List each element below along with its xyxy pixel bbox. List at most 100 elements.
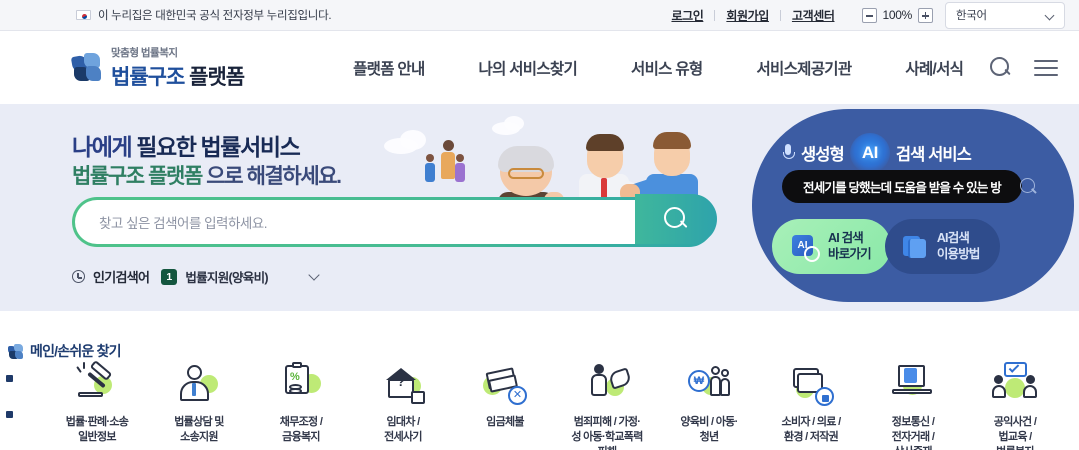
meeting-check-icon xyxy=(992,362,1038,406)
nav-item-platform-guide[interactable]: 플랫폼 안내 xyxy=(353,60,425,78)
zoom-out-button[interactable] xyxy=(861,7,877,23)
hero-title-line1: 나에게 필요한 법률서비스 xyxy=(72,133,341,162)
ai-orb-icon: AI xyxy=(849,133,890,173)
ai-shortcut-line1: AI 검색 xyxy=(828,230,864,245)
cloud-icon xyxy=(504,116,524,131)
logo-title-part2: 플랫폼 xyxy=(189,65,245,89)
ai-search-shortcut-button[interactable]: AI AI 검색 바로가기 xyxy=(772,219,891,274)
top-utility-bar: 이 누리집은 대한민국 공식 전자정부 누리집입니다. 로그인 회원가입 고객센… xyxy=(0,0,1079,31)
korea-flag-icon xyxy=(76,10,91,20)
ai-orb-label: AI xyxy=(861,143,879,162)
category-label: 임대차 / 전세사기 xyxy=(384,416,422,443)
nav-item-service-providers[interactable]: 서비스제공기관 xyxy=(756,60,852,78)
nav-item-my-service[interactable]: 나의 서비스찾기 xyxy=(478,60,578,78)
ai-guide-line1: AI검색 xyxy=(936,230,970,245)
category-item-debt-adjustment[interactable]: % 채무조정 / 금융복지 xyxy=(250,362,352,445)
category-item-lease-fraud[interactable]: ? 임대차 / 전세사기 xyxy=(352,362,454,445)
category-item-consumer-medical[interactable]: 소비자 / 의료 / 환경 / 저작권 xyxy=(760,362,862,445)
ai-guide-line2: 이용방법 xyxy=(936,246,981,261)
family-figure xyxy=(425,140,469,182)
hero-title-line2-a: 법률구조 플랫폼 xyxy=(72,165,203,189)
category-item-public-interest[interactable]: 공익사건 / 법교육 / 법률복지 xyxy=(964,362,1066,450)
category-item-crime-victim[interactable]: 범죄피해 / 가정· 성 아동·학교폭력 피해 xyxy=(556,362,658,450)
ai-icon-label: AI xyxy=(792,235,813,256)
logo-mark-icon xyxy=(70,52,102,83)
ai-action-buttons: AI AI 검색 바로가기 AI검색 이용방법 xyxy=(772,219,1000,274)
section-heading-text: 메인/손쉬운 찾기 xyxy=(30,343,122,359)
category-item-legal-info[interactable]: 법률·판례·소송 일반정보 xyxy=(46,359,148,445)
cloud-icon xyxy=(400,130,426,150)
search-submit-button[interactable] xyxy=(635,194,717,244)
zoom-value: 100% xyxy=(882,8,913,22)
section-heading: 메인/손쉬운 찾기 xyxy=(8,341,122,361)
category-label: 범죄피해 / 가정· 성 아동·학교폭력 피해 xyxy=(571,416,643,450)
category-label: 법률·판례·소송 일반정보 xyxy=(65,416,129,443)
microphone-icon xyxy=(782,143,795,163)
house-question-icon: ? xyxy=(380,362,426,406)
divider xyxy=(779,9,781,21)
consultant-icon xyxy=(176,362,222,406)
ai-usage-guide-label: AI검색 이용방법 xyxy=(936,230,981,262)
category-item-child-support[interactable]: ₩ 양육비 / 아동· 청년 xyxy=(658,362,760,445)
ai-title-part1: 생성형 xyxy=(801,146,845,164)
login-link[interactable]: 로그인 xyxy=(671,8,704,23)
category-item-unpaid-wages[interactable]: ✕ 임금체불 xyxy=(454,362,556,430)
top-utility-links: 로그인 회원가입 고객센터 100% 한국어 xyxy=(660,1,1065,29)
category-label: 양육비 / 아동· 청년 xyxy=(680,416,738,443)
zoom-in-button[interactable] xyxy=(918,7,933,23)
category-label: 정보통신 / 전자거래 / 상사중재 xyxy=(891,416,935,450)
language-selected-value: 한국어 xyxy=(956,10,987,22)
customer-center-link[interactable]: 고객센터 xyxy=(791,8,835,23)
language-select[interactable]: 한국어 xyxy=(945,1,1065,29)
search-icon xyxy=(664,207,688,231)
hero-search-bar: 찾고 싶은 검색어를 입력하세요. xyxy=(72,194,717,247)
ai-query-pill[interactable]: 전세기를 당했는데 도움을 받을 수 있는 방 xyxy=(782,170,1022,203)
category-grid: 법률·판례·소송 일반정보 법률상담 및 소송지원 % 채무조정 / 금융복지 … xyxy=(46,359,1066,450)
search-icon[interactable] xyxy=(1020,178,1037,195)
won-family-icon: ₩ xyxy=(686,362,732,406)
category-label: 임금체불 xyxy=(486,416,524,428)
category-label: 채무조정 / 금융복지 xyxy=(279,416,323,443)
money-x-icon: ✕ xyxy=(482,362,528,406)
search-input[interactable]: 찾고 싶은 검색어를 입력하세요. xyxy=(75,200,711,244)
gavel-icon xyxy=(74,359,120,406)
ai-search-shortcut-label: AI 검색 바로가기 xyxy=(828,230,872,262)
category-label: 공익사건 / 법교육 / 법률복지 xyxy=(993,416,1037,450)
bullet-marker xyxy=(6,411,13,418)
category-label: 소비자 / 의료 / 환경 / 저작권 xyxy=(781,416,842,443)
nav-item-service-type[interactable]: 서비스 유형 xyxy=(631,60,703,78)
document-icon xyxy=(901,233,928,260)
hamburger-menu-icon[interactable] xyxy=(1034,59,1059,76)
category-label: 법률상담 및 소송지원 xyxy=(174,416,224,443)
search-placeholder: 찾고 싶은 검색어를 입력하세요. xyxy=(99,216,267,231)
hero-title: 나에게 필요한 법률서비스 법률구조 플랫폼 으로 해결하세요. xyxy=(72,133,342,191)
signup-link[interactable]: 회원가입 xyxy=(726,8,769,23)
site-header: 맞춤형 법률복지 법률구조 플랫폼 플랫폼 안내 나의 서비스찾기 서비스 유형… xyxy=(0,31,1079,104)
popular-keyword-text[interactable]: 법률지원(양육비) xyxy=(185,271,268,285)
government-notice: 이 누리집은 대한민국 공식 전자정부 누리집입니다. xyxy=(76,7,332,23)
logo-text: 맞춤형 법률복지 법률구조 플랫폼 xyxy=(111,45,245,91)
logo-subtitle: 맞춤형 법률복지 xyxy=(111,46,178,59)
clock-icon xyxy=(72,270,85,283)
ai-usage-guide-button[interactable]: AI검색 이용방법 xyxy=(884,219,1000,274)
hero-title-line1-b: 필요한 법률서비스 xyxy=(136,134,300,160)
side-bullet-markers xyxy=(6,375,13,447)
popular-keywords-label: 인기검색어 xyxy=(93,270,150,285)
hero-title-line2-b: 으로 해결하세요. xyxy=(201,165,342,189)
site-logo[interactable]: 맞춤형 법률복지 법률구조 플랫폼 xyxy=(70,45,245,91)
hero-title-line1-a: 나에게 xyxy=(72,134,137,160)
nav-item-cases-forms[interactable]: 사례/서식 xyxy=(905,60,964,78)
ai-query-text: 전세기를 당했는데 도움을 받을 수 있는 방 xyxy=(803,181,1002,195)
ai-panel-title: 생성형 AI 검색 서비스 xyxy=(782,133,972,173)
category-item-it-ecommerce[interactable]: 정보통신 / 전자거래 / 상사중재 xyxy=(862,362,964,450)
hero-title-line2: 법률구조 플랫폼 으로 해결하세요. xyxy=(72,164,342,191)
logo-title-part1: 법률구조 xyxy=(111,65,185,89)
category-item-legal-consultation[interactable]: 법률상담 및 소송지원 xyxy=(148,362,250,445)
logo-mark-icon xyxy=(8,343,23,359)
search-icon[interactable] xyxy=(990,57,1011,78)
laptop-doc-icon xyxy=(890,362,936,406)
chevron-down-icon[interactable] xyxy=(308,268,320,281)
folder-lock-icon xyxy=(788,362,834,406)
logo-title: 법률구조 플랫폼 xyxy=(111,61,245,91)
